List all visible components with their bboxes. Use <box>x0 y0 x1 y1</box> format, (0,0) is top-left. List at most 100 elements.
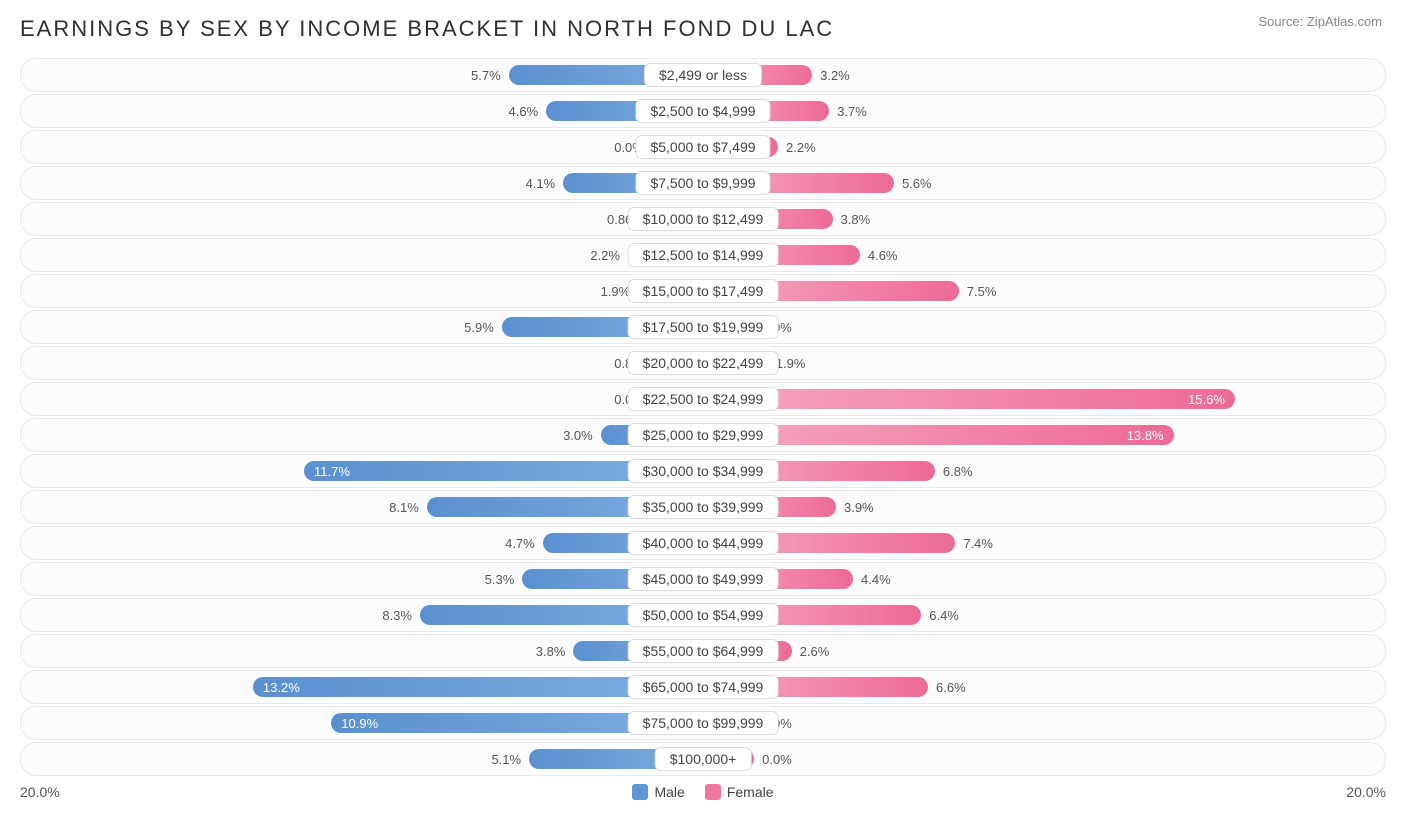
female-value-label: 6.6% <box>928 680 974 695</box>
female-half: 3.9% <box>703 491 1385 523</box>
male-half: 4.1% <box>21 167 703 199</box>
category-label: $75,000 to $99,999 <box>628 711 779 735</box>
male-half: 4.7% <box>21 527 703 559</box>
chart-row: 10.9% 0.0%$75,000 to $99,999 <box>20 706 1386 740</box>
chart-row: 0.8%1.9%$20,000 to $22,499 <box>20 346 1386 380</box>
female-half: 7.5% <box>703 275 1385 307</box>
male-half: 10.9% <box>21 707 703 739</box>
male-value-label: 3.8% <box>528 644 574 659</box>
male-half: 4.6% <box>21 95 703 127</box>
chart-row: 0.86%3.8%$10,000 to $12,499 <box>20 202 1386 236</box>
female-value-label: 2.2% <box>778 140 824 155</box>
male-half: 8.1% <box>21 491 703 523</box>
category-label: $17,500 to $19,999 <box>628 315 779 339</box>
female-half: 13.8% <box>703 419 1385 451</box>
female-value-label: 4.6% <box>860 248 906 263</box>
chart-row: 3.0% 13.8%$25,000 to $29,999 <box>20 418 1386 452</box>
category-label: $65,000 to $74,999 <box>628 675 779 699</box>
category-label: $20,000 to $22,499 <box>628 351 779 375</box>
category-label: $25,000 to $29,999 <box>628 423 779 447</box>
category-label: $55,000 to $64,999 <box>628 639 779 663</box>
chart-row: 5.1%0.0%$100,000+ <box>20 742 1386 776</box>
chart-row: 2.2% 4.6% $12,500 to $14,999 <box>20 238 1386 272</box>
male-value-label: 5.3% <box>477 572 523 587</box>
female-half: 7.4% <box>703 527 1385 559</box>
male-half: 3.0% <box>21 419 703 451</box>
category-label: $5,000 to $7,499 <box>635 135 770 159</box>
male-half: 5.7% <box>21 59 703 91</box>
chart-row: 5.3% 4.4% $45,000 to $49,999 <box>20 562 1386 596</box>
chart-row: 8.1% 3.9% $35,000 to $39,999 <box>20 490 1386 524</box>
female-value-label: 5.6% <box>894 176 940 191</box>
chart-row: 3.8% 2.6% $55,000 to $64,999 <box>20 634 1386 668</box>
female-half: 0.0% <box>703 743 1385 775</box>
female-half: 0.0% <box>703 311 1385 343</box>
chart-title: EARNINGS BY SEX BY INCOME BRACKET IN NOR… <box>20 16 1390 42</box>
legend-swatch-male <box>632 784 648 800</box>
category-label: $7,500 to $9,999 <box>635 171 770 195</box>
source-attribution: Source: ZipAtlas.com <box>1258 14 1382 29</box>
legend-item-female: Female <box>705 784 774 800</box>
male-value-label: 4.6% <box>501 104 547 119</box>
female-value-label: 6.8% <box>935 464 981 479</box>
category-label: $50,000 to $54,999 <box>628 603 779 627</box>
male-half: 5.9% <box>21 311 703 343</box>
male-value-label: 5.9% <box>456 320 502 335</box>
female-half: 6.6% <box>703 671 1385 703</box>
female-value-label: 15.6% <box>1178 392 1235 407</box>
chart-row: 4.6% 3.7%$2,500 to $4,999 <box>20 94 1386 128</box>
female-value-label: 0.0% <box>754 752 800 767</box>
male-half: 5.1% <box>21 743 703 775</box>
category-label: $35,000 to $39,999 <box>628 495 779 519</box>
category-label: $40,000 to $44,999 <box>628 531 779 555</box>
female-half: 4.6% <box>703 239 1385 271</box>
male-half: 11.7% <box>21 455 703 487</box>
category-label: $45,000 to $49,999 <box>628 567 779 591</box>
chart-row: 13.2% 6.6% $65,000 to $74,999 <box>20 670 1386 704</box>
female-value-label: 7.5% <box>959 284 1005 299</box>
female-half: 3.7% <box>703 95 1385 127</box>
category-label: $22,500 to $24,999 <box>628 387 779 411</box>
female-value-label: 2.6% <box>792 644 838 659</box>
category-label: $12,500 to $14,999 <box>628 243 779 267</box>
chart-row: 0.0% 2.2% $5,000 to $7,499 <box>20 130 1386 164</box>
male-half: 1.9% <box>21 275 703 307</box>
female-half: 0.0% <box>703 707 1385 739</box>
axis-left-label: 20.0% <box>20 784 60 800</box>
category-label: $10,000 to $12,499 <box>628 207 779 231</box>
female-value-label: 4.4% <box>853 572 899 587</box>
female-value-label: 6.4% <box>921 608 967 623</box>
legend-label-male: Male <box>654 784 684 800</box>
male-value-label: 13.2% <box>253 680 310 695</box>
chart-row: 8.3% 6.4% $50,000 to $54,999 <box>20 598 1386 632</box>
male-half: 0.0% <box>21 383 703 415</box>
category-label: $2,500 to $4,999 <box>635 99 770 123</box>
chart-row: 1.9%7.5%$15,000 to $17,499 <box>20 274 1386 308</box>
female-half: 6.8% <box>703 455 1385 487</box>
male-value-label: 3.0% <box>555 428 601 443</box>
male-half: 13.2% <box>21 671 703 703</box>
female-half: 3.8% <box>703 203 1385 235</box>
male-value-label: 8.1% <box>381 500 427 515</box>
legend: Male Female <box>632 784 773 800</box>
female-half: 2.2% <box>703 131 1385 163</box>
male-value-label: 8.3% <box>374 608 420 623</box>
legend-item-male: Male <box>632 784 684 800</box>
male-half: 3.8% <box>21 635 703 667</box>
female-half: 5.6% <box>703 167 1385 199</box>
female-half: 2.6% <box>703 635 1385 667</box>
chart-row: 5.7%3.2%$2,499 or less <box>20 58 1386 92</box>
male-half: 0.86% <box>21 203 703 235</box>
male-value-label: 2.2% <box>582 248 628 263</box>
axis-right-label: 20.0% <box>1346 784 1386 800</box>
category-label: $2,499 or less <box>644 63 762 87</box>
category-label: $30,000 to $34,999 <box>628 459 779 483</box>
chart-row: 5.9% 0.0%$17,500 to $19,999 <box>20 310 1386 344</box>
chart-row: 4.1% 5.6% $7,500 to $9,999 <box>20 166 1386 200</box>
male-half: 8.3% <box>21 599 703 631</box>
male-value-label: 11.7% <box>304 464 360 479</box>
male-half: 0.0% <box>21 131 703 163</box>
female-value-label: 3.9% <box>836 500 882 515</box>
male-value-label: 10.9% <box>331 716 388 731</box>
female-value-label: 7.4% <box>955 536 1001 551</box>
